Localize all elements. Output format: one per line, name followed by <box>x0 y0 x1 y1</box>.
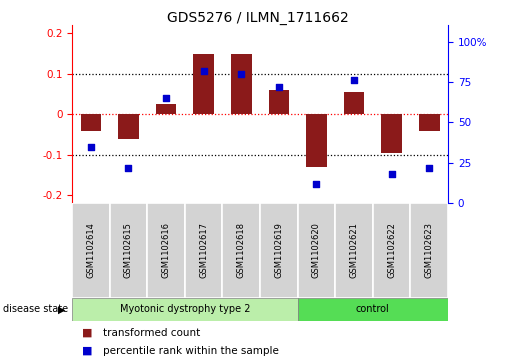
Bar <box>231 54 252 114</box>
Bar <box>298 298 448 321</box>
Text: ▶: ▶ <box>58 305 66 314</box>
Bar <box>335 203 373 298</box>
Text: percentile rank within the sample: percentile rank within the sample <box>103 346 279 356</box>
Point <box>312 181 320 187</box>
Text: GSM1102621: GSM1102621 <box>350 223 358 278</box>
Bar <box>72 203 110 298</box>
Point <box>87 144 95 150</box>
Bar <box>260 203 298 298</box>
Point <box>388 171 396 177</box>
Bar <box>185 203 222 298</box>
Bar <box>306 114 327 167</box>
Text: GSM1102622: GSM1102622 <box>387 223 396 278</box>
Bar <box>268 90 289 114</box>
Bar <box>110 203 147 298</box>
Text: GSM1102620: GSM1102620 <box>312 223 321 278</box>
Point <box>425 165 434 171</box>
Bar <box>381 114 402 153</box>
Bar <box>147 203 185 298</box>
Text: GSM1102623: GSM1102623 <box>425 223 434 278</box>
Point <box>350 77 358 83</box>
Point <box>275 84 283 90</box>
Bar <box>118 114 139 139</box>
Text: ■: ■ <box>82 346 93 356</box>
Text: disease state: disease state <box>3 305 67 314</box>
Bar <box>410 203 448 298</box>
Text: GSM1102614: GSM1102614 <box>87 223 95 278</box>
Point <box>125 165 133 171</box>
Text: GSM1102617: GSM1102617 <box>199 223 208 278</box>
Bar <box>72 298 298 321</box>
Bar <box>193 54 214 114</box>
Text: Myotonic dystrophy type 2: Myotonic dystrophy type 2 <box>119 305 250 314</box>
Text: GSM1102619: GSM1102619 <box>274 223 283 278</box>
Bar <box>80 114 101 131</box>
Bar <box>373 203 410 298</box>
Text: GSM1102618: GSM1102618 <box>237 223 246 278</box>
Text: ■: ■ <box>82 327 93 338</box>
Text: transformed count: transformed count <box>103 327 200 338</box>
Bar <box>298 203 335 298</box>
Text: GDS5276 / ILMN_1711662: GDS5276 / ILMN_1711662 <box>167 11 348 25</box>
Bar <box>344 92 365 114</box>
Bar <box>222 203 260 298</box>
Point <box>237 71 245 77</box>
Text: GSM1102615: GSM1102615 <box>124 223 133 278</box>
Text: GSM1102616: GSM1102616 <box>162 223 170 278</box>
Bar <box>156 104 177 114</box>
Point <box>162 95 170 101</box>
Text: control: control <box>356 305 390 314</box>
Point <box>200 68 208 74</box>
Bar <box>419 114 440 131</box>
